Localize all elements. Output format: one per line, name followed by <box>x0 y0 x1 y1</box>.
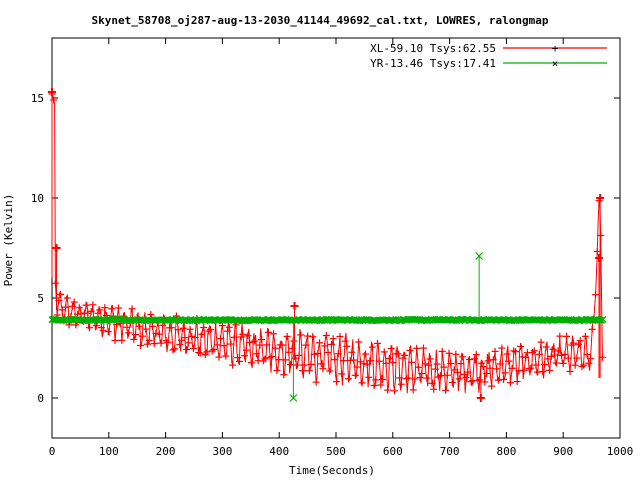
x-tick-label: 800 <box>496 445 516 458</box>
y-axis-label: Power (Kelvin) <box>2 194 15 287</box>
legend: XL-59.10 Tsys:62.55 + YR-13.46 Tsys:17.4… <box>370 42 607 70</box>
series-yr-point <box>475 317 483 325</box>
series-yr-spike-marker <box>289 394 298 402</box>
x-tick-label: 500 <box>326 445 346 458</box>
legend-marker-yr: × <box>552 57 559 70</box>
legend-label-yr: YR-13.46 Tsys:17.41 <box>370 57 496 70</box>
x-tick-label: 1000 <box>607 445 634 458</box>
plot-area: 0 100 200 300 400 500 600 700 800 900 1000 0 5 10 15 <box>31 37 634 458</box>
x-tick-label: 700 <box>440 445 460 458</box>
x-tick-label: 100 <box>99 445 119 458</box>
legend-label-xl: XL-59.10 Tsys:62.55 <box>370 42 496 55</box>
series-yr-spike-marker <box>475 252 484 260</box>
series-yr-point <box>599 315 607 323</box>
x-tick-label: 400 <box>269 445 289 458</box>
x-axis-label: Time(Seconds) <box>289 464 375 477</box>
y-tick-label: 5 <box>37 292 44 305</box>
x-tick-label: 0 <box>49 445 56 458</box>
chart-title: Skynet_58708_oj287-aug-13-2030_41144_496… <box>92 14 549 27</box>
series-yr-point <box>243 317 251 325</box>
x-tick-label: 200 <box>156 445 176 458</box>
y-tick-label: 10 <box>31 192 44 205</box>
series-xl-markers <box>48 90 606 395</box>
series-yr-point <box>79 317 87 325</box>
x-tick-label: 600 <box>383 445 403 458</box>
y-tick-label: 0 <box>37 392 44 405</box>
series-yr-point <box>210 315 218 323</box>
series-xl-line <box>51 93 603 394</box>
x-tick-label: 300 <box>212 445 232 458</box>
x-tick-label: 900 <box>553 445 573 458</box>
series-yr-point <box>260 317 268 325</box>
series-yr-point <box>457 315 465 323</box>
y-tick-label: 15 <box>31 92 44 105</box>
series-yr-markers <box>48 315 607 325</box>
series-yr-point <box>183 317 191 325</box>
legend-marker-xl: + <box>552 42 559 55</box>
